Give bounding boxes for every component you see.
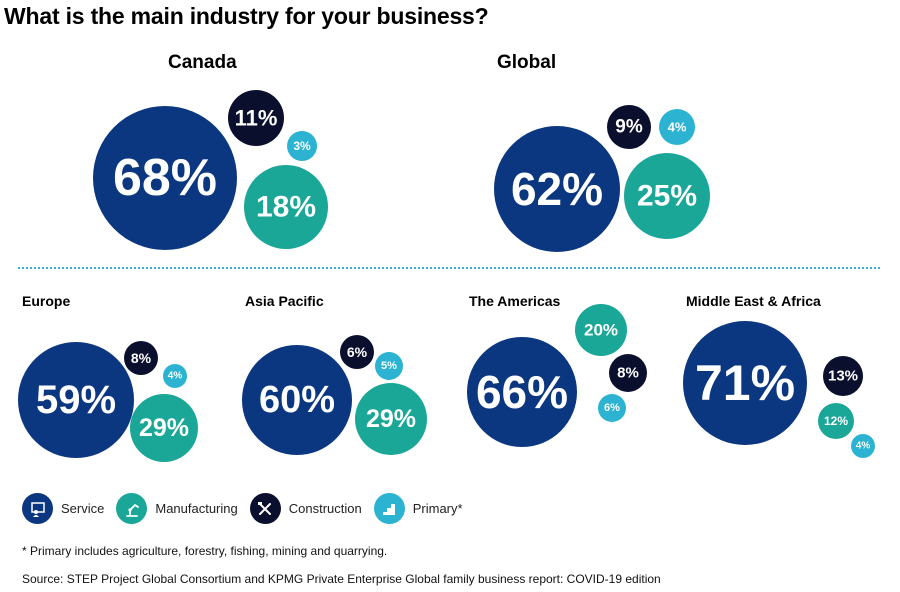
legend-item-service: Service	[22, 493, 104, 524]
data-label-construction: 11%	[235, 106, 278, 131]
bubble-manufacturing	[818, 403, 854, 439]
stairs-icon	[373, 493, 405, 524]
legend-label: Construction	[288, 501, 362, 516]
bubble-construction	[124, 341, 158, 375]
data-label-primary: 6%	[604, 402, 620, 414]
bubble-primary	[375, 352, 403, 380]
data-label-service: 60%	[259, 379, 335, 421]
data-label-primary: 4%	[856, 441, 871, 452]
bubble-construction	[228, 90, 284, 146]
region-label-middle-east-africa: Middle East & Africa	[686, 293, 821, 309]
bubble-primary	[163, 364, 187, 388]
data-label-construction: 8%	[617, 365, 639, 382]
bubble-service	[242, 345, 352, 455]
data-label-primary: 3%	[293, 139, 311, 153]
bubble-manufacturing	[130, 394, 198, 462]
crossed-tools-icon	[249, 493, 281, 524]
bubble-manufacturing	[575, 304, 627, 356]
source-note: Source: STEP Project Global Consortium a…	[22, 572, 661, 586]
legend-item-primary: Primary*	[373, 493, 463, 524]
legend-label: Manufacturing	[155, 501, 238, 516]
bubble-primary	[851, 434, 875, 458]
legend-item-manufacturing: Manufacturing	[116, 493, 238, 524]
bubble-primary	[659, 109, 695, 145]
data-label-service: 66%	[476, 366, 568, 418]
bubble-manufacturing	[244, 165, 328, 249]
region-label-the-americas: The Americas	[469, 293, 561, 309]
section-divider	[18, 267, 880, 269]
bubble-manufacturing	[624, 153, 710, 239]
chart-title: What is the main industry for your busin…	[4, 3, 489, 29]
bubble-service	[467, 337, 577, 447]
data-label-primary: 4%	[168, 371, 183, 382]
data-label-manufacturing: 25%	[637, 180, 697, 213]
data-label-construction: 8%	[131, 350, 152, 366]
data-label-manufacturing: 18%	[256, 191, 316, 224]
data-label-construction: 9%	[615, 117, 643, 138]
data-label-service: 59%	[36, 378, 116, 422]
data-label-manufacturing: 29%	[139, 414, 189, 442]
data-label-manufacturing: 12%	[824, 414, 848, 428]
presenter-icon	[22, 493, 53, 524]
data-label-primary: 4%	[668, 120, 687, 135]
legend-label: Primary*	[412, 501, 463, 516]
bubble-primary	[598, 394, 626, 422]
region-label-global: Global	[497, 52, 557, 73]
region-label-canada: Canada	[168, 52, 237, 73]
data-label-service: 71%	[695, 355, 795, 411]
bubble-primary	[287, 131, 317, 161]
data-label-construction: 13%	[828, 368, 858, 385]
data-label-manufacturing: 20%	[584, 321, 618, 340]
bubble-service	[18, 342, 134, 458]
legend-label: Service	[61, 501, 105, 516]
data-label-manufacturing: 29%	[366, 405, 416, 433]
bubble-service	[494, 126, 620, 252]
data-label-construction: 6%	[347, 344, 368, 360]
bubble-manufacturing	[355, 383, 427, 455]
bubble-chart: 68% 18% 11% 3% 62% 25% 9% 4% 59% 29% 8% 4% 60% 29% 6% 5…	[18, 90, 875, 462]
footnote: * Primary includes agriculture, forestry…	[22, 544, 388, 558]
data-label-service: 68%	[113, 149, 217, 207]
bubble-construction	[340, 335, 374, 369]
legend-item-construction: Construction	[249, 493, 362, 524]
region-label-asia-pacific: Asia Pacific	[245, 293, 324, 309]
region-label-europe: Europe	[22, 293, 71, 309]
data-label-primary: 5%	[381, 360, 397, 372]
robot-arm-icon	[116, 493, 148, 524]
bubble-construction	[823, 356, 863, 396]
bubble-service	[93, 106, 237, 250]
data-label-service: 62%	[511, 163, 603, 215]
bubble-construction	[609, 354, 647, 392]
bubble-service	[683, 321, 807, 445]
legend: Service Manufacturing Construction Prima…	[22, 493, 475, 524]
bubble-construction	[607, 105, 651, 149]
